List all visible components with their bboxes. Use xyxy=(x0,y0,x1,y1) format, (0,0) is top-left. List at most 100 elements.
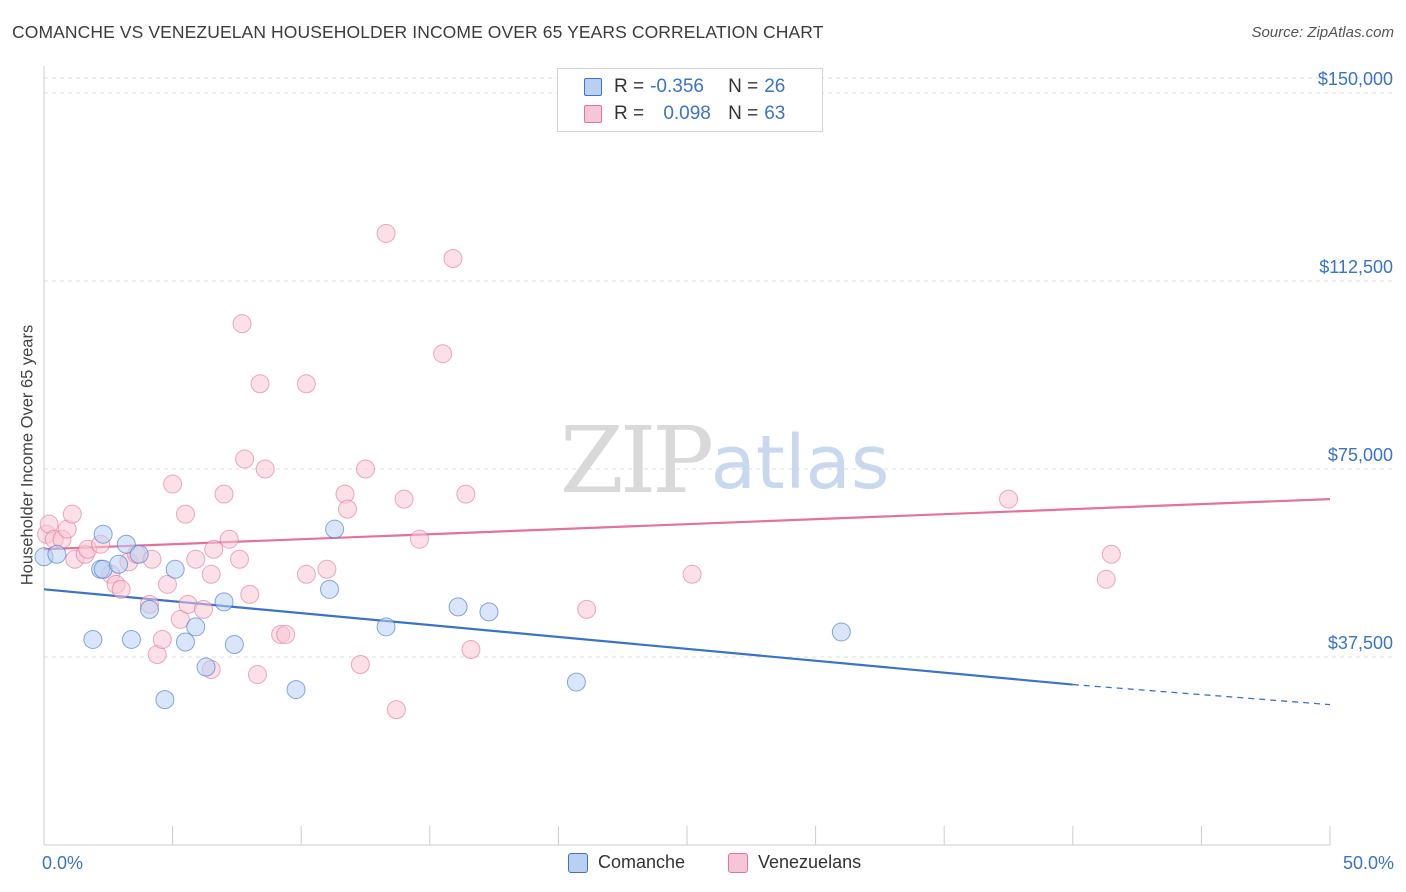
venezuelans-point xyxy=(214,484,234,504)
venezuelans-point xyxy=(337,499,357,519)
venezuelans-legend-label: Venezuelans xyxy=(758,852,862,872)
venezuelans-trend-line xyxy=(43,497,1331,551)
venezuelans-point xyxy=(255,459,275,479)
venezuelans-point xyxy=(999,489,1018,509)
comanche-point xyxy=(186,617,206,637)
legend-r-label: R = xyxy=(614,76,645,97)
comanche-point xyxy=(224,634,244,654)
venezuelans-point xyxy=(186,549,206,569)
comanche-point xyxy=(116,534,136,554)
comanche-legend-label: Comanche xyxy=(598,852,686,872)
grid-lines xyxy=(44,77,1395,658)
watermark-atlas: atlas xyxy=(711,420,890,506)
venezuelans-point xyxy=(152,629,172,649)
venezuelans-point xyxy=(219,529,239,549)
comanche-point xyxy=(214,592,234,612)
legend-n-label: N = xyxy=(728,76,759,97)
venezuelans-point xyxy=(163,474,183,494)
stats-legend: R = -0.356 N = 26 R = 0.098 N = 63 xyxy=(557,68,823,132)
comanche-point xyxy=(319,579,339,599)
venezuelans-point xyxy=(456,484,476,504)
watermark: ZIP atlas xyxy=(560,407,890,514)
comanche-point xyxy=(831,622,851,642)
venezuelans-swatch xyxy=(584,105,602,123)
comanche-legend-swatch xyxy=(568,852,588,873)
y-tick-label: $75,000 xyxy=(1328,445,1393,465)
trend-lines xyxy=(43,497,1331,706)
comanche-point xyxy=(286,680,306,700)
comanche-point xyxy=(448,597,468,617)
comanche-point xyxy=(566,672,586,692)
comanche-point xyxy=(155,690,175,710)
legend-r-value: -0.356 xyxy=(650,76,704,97)
tick-labels: $37,500 $75,000 $112,500 $150,000 0.0% 50.0% xyxy=(42,69,1394,873)
venezuelans-point xyxy=(201,564,221,584)
watermark-zip: ZIP xyxy=(560,407,711,514)
y-tick-label: $37,500 xyxy=(1328,633,1393,653)
venezuelans-point xyxy=(356,459,375,479)
venezuelans-point xyxy=(247,665,267,685)
comanche-point xyxy=(325,519,345,539)
venezuelans-point xyxy=(317,559,337,579)
comanche-point xyxy=(196,657,216,677)
chart-title: COMANCHE VS VENEZUELAN HOUSEHOLDER INCOM… xyxy=(12,22,824,42)
x-tick-label: 50.0% xyxy=(1343,853,1394,873)
venezuelans-point xyxy=(240,584,260,604)
venezuelans-point xyxy=(170,609,190,629)
comanche-swatch xyxy=(584,78,602,96)
comanche-trend-extension xyxy=(1072,683,1331,706)
legend-row-comanche: R = -0.356 N = 26 xyxy=(558,73,785,101)
legend-row-venezuelans: R = 0.098 N = 63 xyxy=(558,100,785,128)
comanche-point xyxy=(121,629,141,649)
source-label: Source: ZipAtlas.com xyxy=(1251,24,1394,41)
legend-n-label: N = xyxy=(728,103,759,124)
comanche-point xyxy=(83,629,103,649)
comanche-point xyxy=(165,559,185,579)
data-points xyxy=(34,223,1121,720)
comanche-point xyxy=(93,524,113,544)
venezuelans-point xyxy=(577,599,597,619)
comanche-point xyxy=(139,599,159,619)
venezuelans-point xyxy=(350,655,370,675)
venezuelans-point xyxy=(461,639,481,659)
venezuelans-point xyxy=(682,564,702,584)
axes xyxy=(43,66,1331,846)
bottom-legend-venezuelans: Venezuelans xyxy=(728,852,861,873)
venezuelans-point xyxy=(386,700,406,720)
comanche-point xyxy=(47,544,67,564)
venezuelans-point xyxy=(433,344,453,364)
venezuelans-point xyxy=(1101,544,1121,564)
venezuelans-point xyxy=(410,529,430,549)
comanche-point xyxy=(109,554,129,574)
venezuelans-point xyxy=(296,564,316,584)
legend-n-value: 26 xyxy=(764,76,786,97)
venezuelans-point xyxy=(443,248,463,268)
venezuelans-point xyxy=(204,539,224,559)
venezuelans-point xyxy=(376,223,396,243)
x-tick-label: 0.0% xyxy=(42,853,83,873)
venezuelans-point xyxy=(229,549,249,569)
venezuelans-point xyxy=(235,449,255,469)
legend-n-value: 63 xyxy=(764,103,786,124)
venezuelans-point xyxy=(296,374,316,394)
y-tick-label: $112,500 xyxy=(1319,257,1393,277)
venezuelans-point xyxy=(157,574,177,594)
comanche-point xyxy=(479,602,499,622)
venezuelans-point xyxy=(193,599,213,619)
comanche-point xyxy=(376,617,396,637)
legend-r-label: R = xyxy=(614,103,645,124)
venezuelans-point xyxy=(250,374,270,394)
venezuelans-point xyxy=(62,504,82,524)
y-tick-label: $150,000 xyxy=(1318,69,1393,89)
venezuelans-point xyxy=(175,504,195,524)
comanche-point xyxy=(129,544,149,564)
venezuelans-point xyxy=(394,489,414,509)
venezuelans-point xyxy=(232,314,252,334)
comanche-point xyxy=(175,632,195,652)
bottom-legend-comanche: Comanche xyxy=(568,852,685,873)
venezuelans-point xyxy=(276,624,296,644)
venezuelans-legend-swatch xyxy=(728,852,748,873)
legend-r-value: 0.098 xyxy=(663,103,711,124)
venezuelans-point xyxy=(111,579,131,599)
